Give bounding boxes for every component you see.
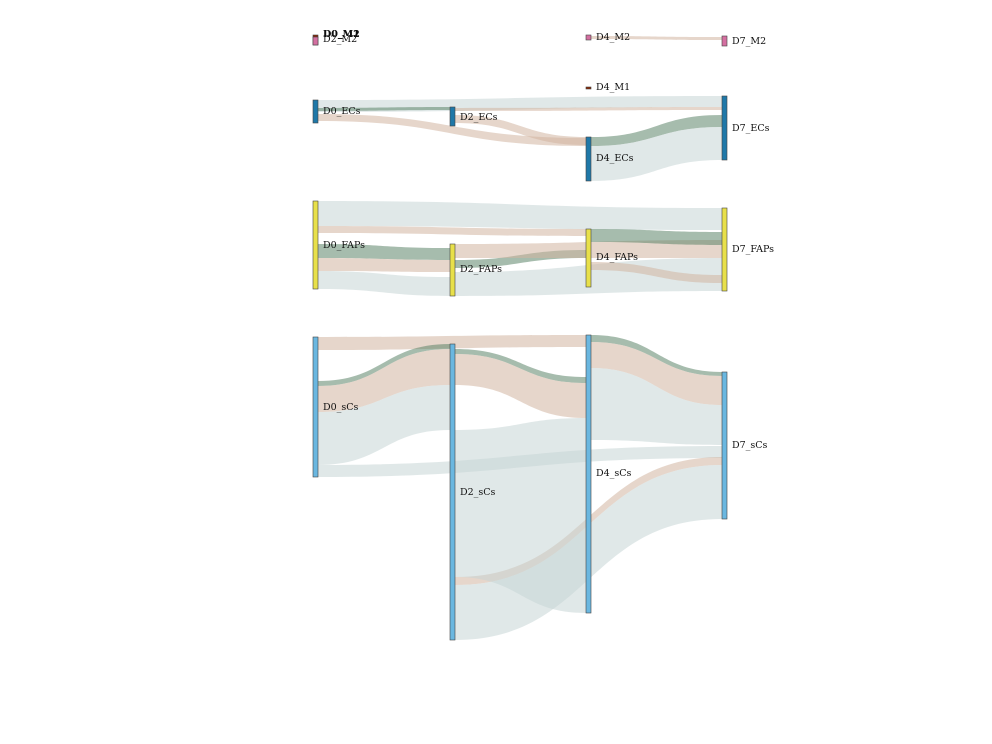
node-D7_ECs[interactable] — [721, 95, 728, 161]
node-label-D2_M2: D2_M2 — [323, 34, 357, 45]
flow-D4_sCs-to-D7_sCs — [591, 342, 722, 405]
flow-D4_M2-to-D7_M2 — [591, 36, 722, 40]
flow-D0_FAPs-to-D7_FAPs — [318, 201, 722, 230]
flow-D0_FAPs-to-D4_FAPs — [318, 226, 586, 236]
node-label-D7_sCs: D7_sCs — [732, 440, 768, 451]
node-D2_sCs[interactable] — [449, 343, 456, 641]
node-D4_M1[interactable] — [585, 86, 592, 90]
node-label-D4_FAPs: D4_FAPs — [596, 252, 638, 263]
node-label-D2_FAPs: D2_FAPs — [460, 264, 502, 275]
flow-D0_sCs-to-D4_sCs — [318, 335, 586, 350]
node-label-D2_sCs: D2_sCs — [460, 487, 496, 498]
node-D2_FAPs[interactable] — [449, 243, 456, 297]
node-D4_ECs[interactable] — [585, 136, 592, 182]
flow-D0_ECs-to-D2_ECs — [318, 107, 450, 111]
flow-D2_sCs-to-D4_sCs — [455, 349, 586, 383]
node-D0_FAPs[interactable] — [312, 200, 319, 290]
flow-D0_FAPs-to-D2_FAPs — [318, 258, 450, 272]
flow-D4_FAPs-to-D7_FAPs — [591, 229, 722, 245]
node-label-D0_FAPs: D0_FAPs — [323, 240, 365, 251]
flow-D4_FAPs-to-D7_FAPs — [591, 262, 722, 283]
flow-layer — [318, 36, 722, 640]
node-label-D0_ECs: D0_ECs — [323, 106, 361, 117]
flow-D4_ECs-to-D7_ECs — [591, 115, 722, 146]
flow-D2_ECs-to-D4_ECs — [455, 115, 586, 145]
node-D4_M2[interactable] — [585, 34, 592, 41]
node-D0_ECs[interactable] — [312, 99, 319, 124]
node-D0_sCs[interactable] — [312, 336, 319, 478]
node-label-D0_M1: D0_M1 — [323, 29, 360, 40]
flow-D4_sCs-to-D7_sCs — [591, 335, 722, 376]
node-label-D4_M1: D4_M1 — [596, 82, 630, 93]
node-label-D2_ECs: D2_ECs — [460, 112, 498, 123]
node-D7_FAPs[interactable] — [721, 207, 728, 292]
node-label-D4_ECs: D4_ECs — [596, 153, 634, 164]
flow-D2_sCs-to-D4_sCs — [455, 354, 586, 418]
flow-D0_FAPs-to-D2_FAPs — [318, 244, 450, 260]
node-label-D4_sCs: D4_sCs — [596, 468, 632, 479]
flow-D4_sCs-to-D7_sCs — [591, 368, 722, 445]
flow-D2_ECs-to-D7_ECs — [455, 107, 722, 111]
node-label-D0_M2: D0_M2 — [323, 29, 360, 40]
flow-D0_sCs-to-D2_sCs — [318, 349, 450, 412]
node-label-D4_M2: D4_M2 — [596, 32, 630, 43]
flow-D0_sCs-to-D2_sCs — [318, 385, 450, 465]
flow-D4_ECs-to-D7_ECs — [591, 127, 722, 181]
node-D7_sCs[interactable] — [721, 371, 728, 520]
node-D4_FAPs[interactable] — [585, 228, 592, 288]
node-layer — [312, 34, 728, 641]
node-label-D0_sCs: D0_sCs — [323, 402, 359, 413]
node-label-D7_FAPs: D7_FAPs — [732, 244, 774, 255]
flow-D0_sCs-to-D2_sCs — [318, 344, 450, 386]
node-D2_M2[interactable] — [312, 36, 319, 46]
node-label-D7_ECs: D7_ECs — [732, 123, 770, 134]
node-label-D7_M2: D7_M2 — [732, 36, 766, 47]
node-D2_ECs[interactable] — [449, 106, 456, 127]
node-D7_M2[interactable] — [721, 35, 728, 47]
flow-D0_ECs-to-D4_ECs — [318, 114, 586, 146]
node-D4_sCs[interactable] — [585, 334, 592, 614]
flow-D0_FAPs-to-D2_FAPs — [318, 271, 450, 296]
